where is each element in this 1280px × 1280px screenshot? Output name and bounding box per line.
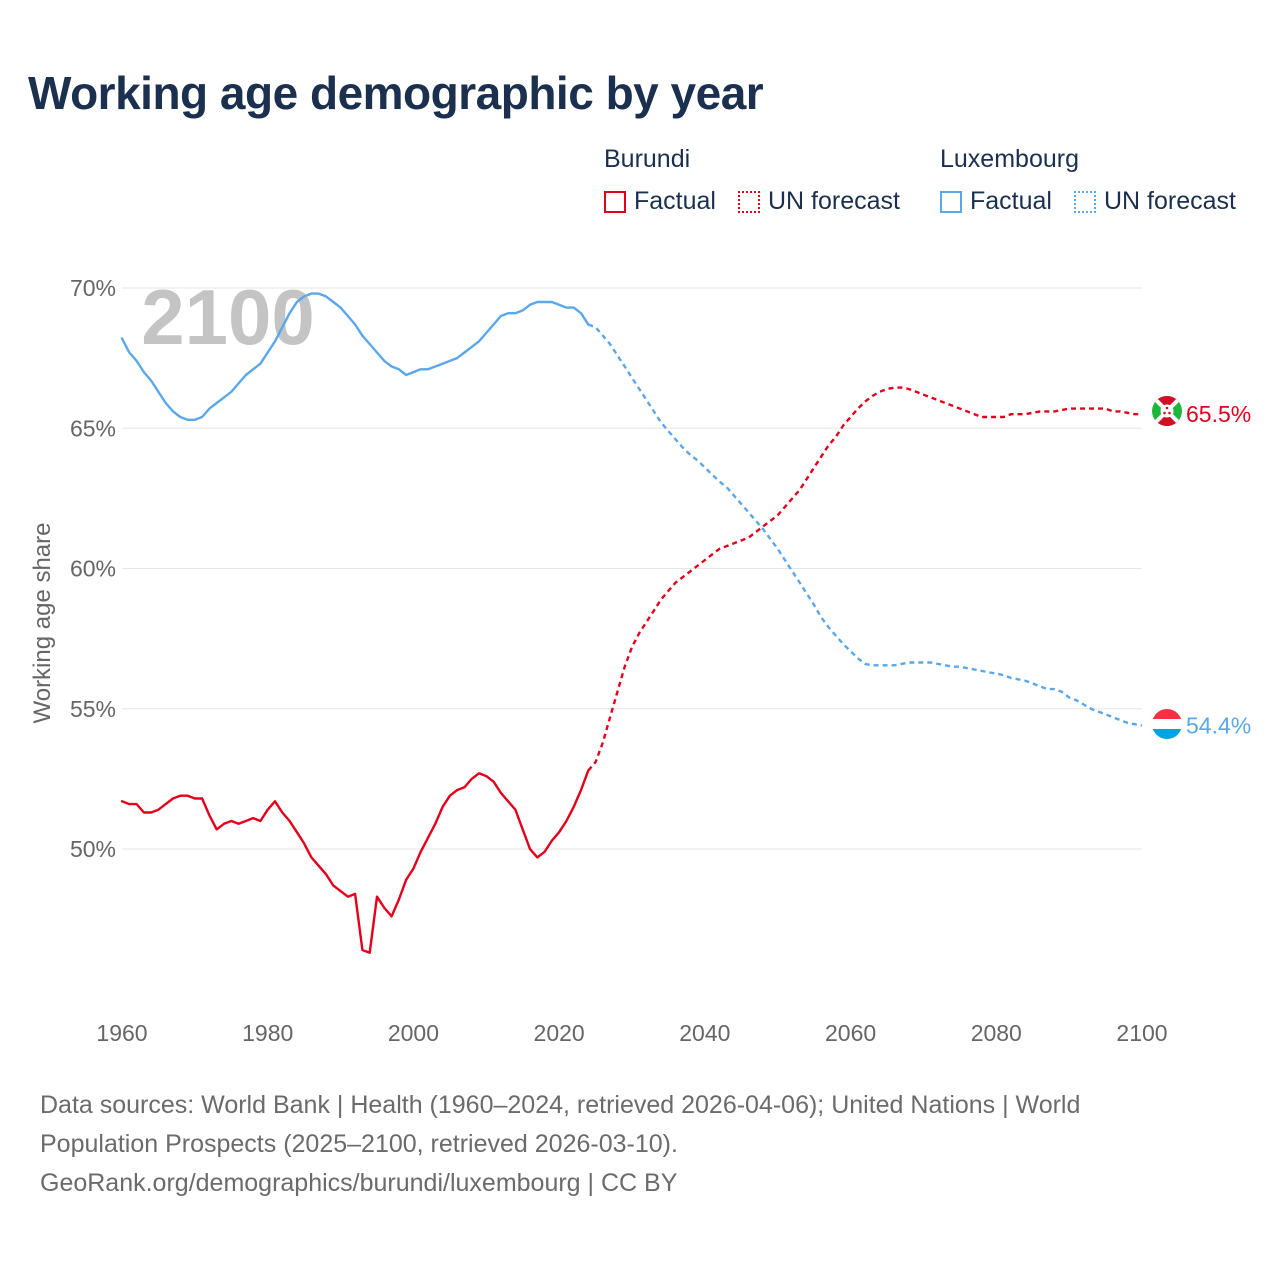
y-tick-label: 70% [70, 275, 116, 301]
legend-burundi-factual[interactable]: Factual [604, 187, 716, 216]
legend-swatch-dotted [738, 190, 760, 213]
legend-label: Factual [970, 187, 1052, 215]
luxembourg-forecast-line [587, 323, 1143, 727]
burundi-flag-icon [1152, 396, 1182, 426]
x-tick-label: 2100 [1116, 1020, 1167, 1046]
x-tick-label: 2060 [825, 1020, 876, 1046]
footer-line: Population Prospects (2025–2100, retriev… [40, 1130, 678, 1158]
line-chart: 2100 Working age share 50% 55% 60% 65% 70% 1… [29, 273, 1251, 1046]
burundi-end-label: 65.5% [1186, 401, 1251, 427]
y-tick-label: 60% [70, 556, 116, 582]
legend-swatch-solid [940, 190, 962, 213]
burundi-factual-line [120, 769, 590, 954]
legend-swatch-dotted [1074, 190, 1096, 213]
burundi-forecast-line [587, 386, 1142, 772]
year-watermark: 2100 [141, 273, 315, 361]
legend-luxembourg-forecast[interactable]: UN forecast [1074, 187, 1236, 216]
x-tick-label: 2020 [534, 1020, 585, 1046]
x-tick-label: 1980 [242, 1020, 293, 1046]
legend-luxembourg-factual[interactable]: Factual [940, 187, 1052, 216]
footer-link[interactable]: GeoRank.org/demographics/burundi/luxembo… [40, 1169, 678, 1197]
y-tick-label: 65% [70, 415, 116, 441]
legend-group-title: Luxembourg [940, 145, 1079, 173]
y-tick-label: 50% [70, 836, 116, 862]
legend-group-title: Burundi [604, 145, 691, 173]
legend-label: UN forecast [1104, 187, 1236, 215]
x-tick-label: 2000 [388, 1020, 439, 1046]
luxembourg-factual-line [120, 292, 590, 421]
chart-title: Working age demographic by year [28, 67, 764, 119]
legend-burundi-forecast[interactable]: UN forecast [738, 187, 900, 216]
x-tick-label: 2080 [971, 1020, 1022, 1046]
legend-swatch-solid [604, 190, 626, 213]
y-axis-label: Working age share [29, 523, 56, 724]
footer-line: Data sources: World Bank | Health (1960–… [40, 1091, 1081, 1119]
x-tick-label: 2040 [679, 1020, 730, 1046]
luxembourg-flag-icon [1152, 709, 1182, 739]
luxembourg-end-label: 54.4% [1186, 713, 1251, 739]
y-tick-label: 55% [70, 696, 116, 722]
footer-sources: Data sources: World Bank | Health (1960–… [40, 1086, 1240, 1203]
x-tick-label: 1960 [96, 1020, 147, 1046]
legend-label: UN forecast [768, 187, 900, 215]
legend-label: Factual [634, 187, 716, 215]
